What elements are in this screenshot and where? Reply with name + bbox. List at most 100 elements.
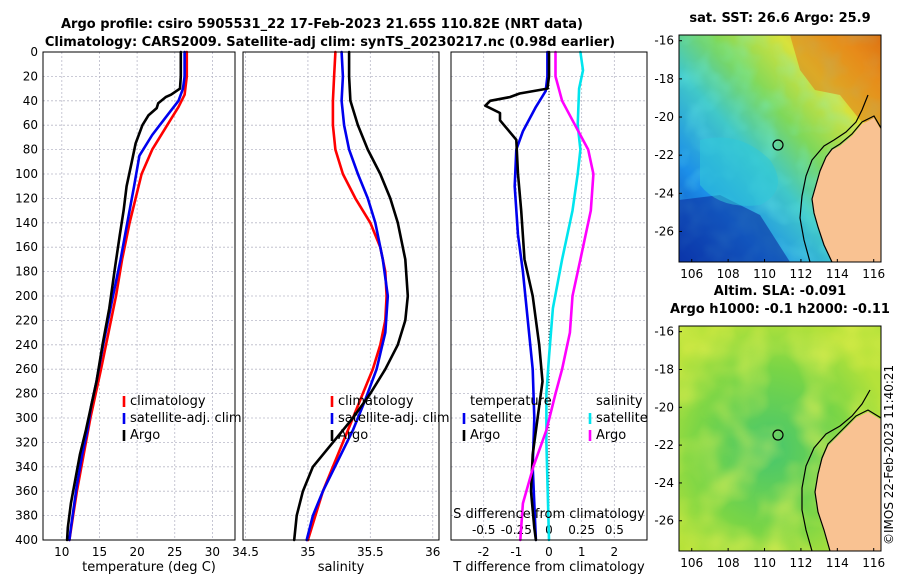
salinity-panel: 34.5 35 35.5 36 <box>232 50 440 559</box>
depth-tick-label: 60 <box>23 118 38 132</box>
series-argo <box>292 50 410 542</box>
sst-map-ticks: 106 108 110 112 114 116 -16 -18 -20 -22 -24 -26 <box>654 34 885 281</box>
depth-tick-label: 320 <box>15 435 38 449</box>
land <box>812 118 881 262</box>
x-tick-label: -1 <box>510 545 522 559</box>
legend-label: satellite <box>596 411 648 426</box>
legend-label: satellite-adj. clim <box>130 411 242 426</box>
depth-tick-label: 160 <box>15 240 38 254</box>
depth-tick-label: 0 <box>30 45 38 59</box>
map-y-tick-label: -24 <box>654 476 674 490</box>
title-line-1: Argo profile: csiro 5905531_22 17-Feb-20… <box>61 17 583 32</box>
map-y-tick-label: -20 <box>654 400 674 414</box>
map-y-tick-label: -24 <box>654 186 674 200</box>
depth-tick-label: 220 <box>15 313 38 327</box>
legend-label: Argo <box>470 428 500 443</box>
s-tick-label: -0.25 <box>501 523 532 537</box>
temperature-xlabel: temperature (deg C) <box>82 560 216 575</box>
x-tick-label: 1 <box>578 545 586 559</box>
t-difference-xlabel: T difference from climatology <box>452 560 645 575</box>
legend-label: satellite <box>470 411 522 426</box>
depth-tick-label: 300 <box>15 411 38 425</box>
depth-tick-label: 140 <box>15 216 38 230</box>
legend-label: satellite-adj. clim <box>338 411 450 426</box>
map-y-tick-label: -20 <box>654 110 674 124</box>
s-difference-xlabel: S difference from climatology <box>453 507 645 522</box>
depth-tick-label: 80 <box>23 143 38 157</box>
legend-label: Argo <box>596 428 626 443</box>
difference-legend: temperature satellite Argo salinity sate… <box>462 394 648 443</box>
series-satellite-adj-clim <box>305 50 390 542</box>
x-tick-label: 2 <box>611 545 619 559</box>
sla-map <box>679 326 881 551</box>
depth-axis: 0 20 40 60 80 100 120 140 160 180 200 220 240 260 280 3… <box>15 45 38 547</box>
map-y-tick-label: -26 <box>654 224 674 238</box>
s-tick-label: -0.5 <box>472 523 495 537</box>
x-tick-label: 36 <box>425 545 440 559</box>
map-x-tick-label: 110 <box>753 556 776 570</box>
legend-label: climatology <box>338 394 414 409</box>
coastline <box>811 115 881 262</box>
difference-panel: -2 -1 0 1 2-0.5 -0.25 0 0.25 0.5 <box>450 50 648 559</box>
title-line-2: Climatology: CARS2009. Satellite-adj cli… <box>45 35 615 50</box>
x-tick-label: 34.5 <box>232 545 259 559</box>
sst-map-title: sat. SST: 26.6 Argo: 25.9 <box>689 11 870 26</box>
depth-tick-label: 240 <box>15 338 38 352</box>
series-t-argo <box>483 50 551 542</box>
map-x-tick-label: 116 <box>862 556 885 570</box>
depth-tick-label: 20 <box>23 69 38 83</box>
legend-title-temperature: temperature <box>470 394 552 409</box>
x-tick-label: 35 <box>300 545 315 559</box>
s-tick-label: 0.5 <box>605 523 624 537</box>
depth-tick-label: 380 <box>15 509 38 523</box>
x-tick-label: 25 <box>167 545 182 559</box>
shelf-contour <box>799 94 869 262</box>
legend-label: Argo <box>338 428 368 443</box>
depth-tick-label: 100 <box>15 167 38 181</box>
series-s-satellite <box>545 50 585 542</box>
depth-tick-label: 280 <box>15 387 38 401</box>
map-y-tick-label: -22 <box>654 148 674 162</box>
map-y-tick-label: -26 <box>654 514 674 528</box>
sst-cyan-patch <box>700 137 778 206</box>
x-tick-label: 10 <box>54 545 69 559</box>
map-x-tick-label: 106 <box>680 556 703 570</box>
x-tick-label: 35.5 <box>357 545 384 559</box>
sla-map-title: Altim. SLA: -0.091 <box>714 284 846 299</box>
x-tick-label: -2 <box>478 545 490 559</box>
temperature-legend: climatology satellite-adj. clim Argo <box>122 394 242 443</box>
series-climatology <box>68 50 189 542</box>
coastline <box>814 409 881 551</box>
salinity-xlabel: salinity <box>318 560 365 575</box>
x-tick-label: 20 <box>129 545 144 559</box>
map-x-tick-label: 112 <box>789 556 812 570</box>
map-x-tick-label: 116 <box>862 267 885 281</box>
series-argo <box>65 50 183 542</box>
map-x-tick-label: 106 <box>680 267 703 281</box>
panel-frame <box>242 51 440 541</box>
depth-tick-label: 360 <box>15 484 38 498</box>
s-tick-label: 0.25 <box>568 523 595 537</box>
map-y-tick-label: -18 <box>654 72 674 86</box>
sst-warm-patch <box>790 35 881 130</box>
map-y-tick-label: -16 <box>654 34 674 48</box>
sla-map-frame <box>678 325 882 552</box>
temperature-panel: 10 15 20 25 30 <box>42 50 236 559</box>
x-tick-label: 0 <box>545 545 553 559</box>
sla-map-subtitle: Argo h1000: -0.1 h2000: -0.11 <box>670 302 890 317</box>
legend-label: climatology <box>130 394 206 409</box>
legend-label: Argo <box>130 428 160 443</box>
x-tick-label: 30 <box>205 545 220 559</box>
depth-tick-label: 340 <box>15 460 38 474</box>
legend-title-salinity: salinity <box>596 394 643 409</box>
series-satellite-adj-clim <box>68 50 186 542</box>
salinity-legend: climatology satellite-adj. clim Argo <box>330 394 450 443</box>
map-x-tick-label: 110 <box>753 267 776 281</box>
depth-tick-label: 120 <box>15 191 38 205</box>
map-y-tick-label: -16 <box>654 325 674 339</box>
sla-map-ticks: 106 108 110 112 114 116 -16 -18 -20 -22 -24 -26 <box>654 325 885 570</box>
map-y-tick-label: -22 <box>654 438 674 452</box>
depth-tick-label: 400 <box>15 533 38 547</box>
x-tick-label: 15 <box>92 545 107 559</box>
